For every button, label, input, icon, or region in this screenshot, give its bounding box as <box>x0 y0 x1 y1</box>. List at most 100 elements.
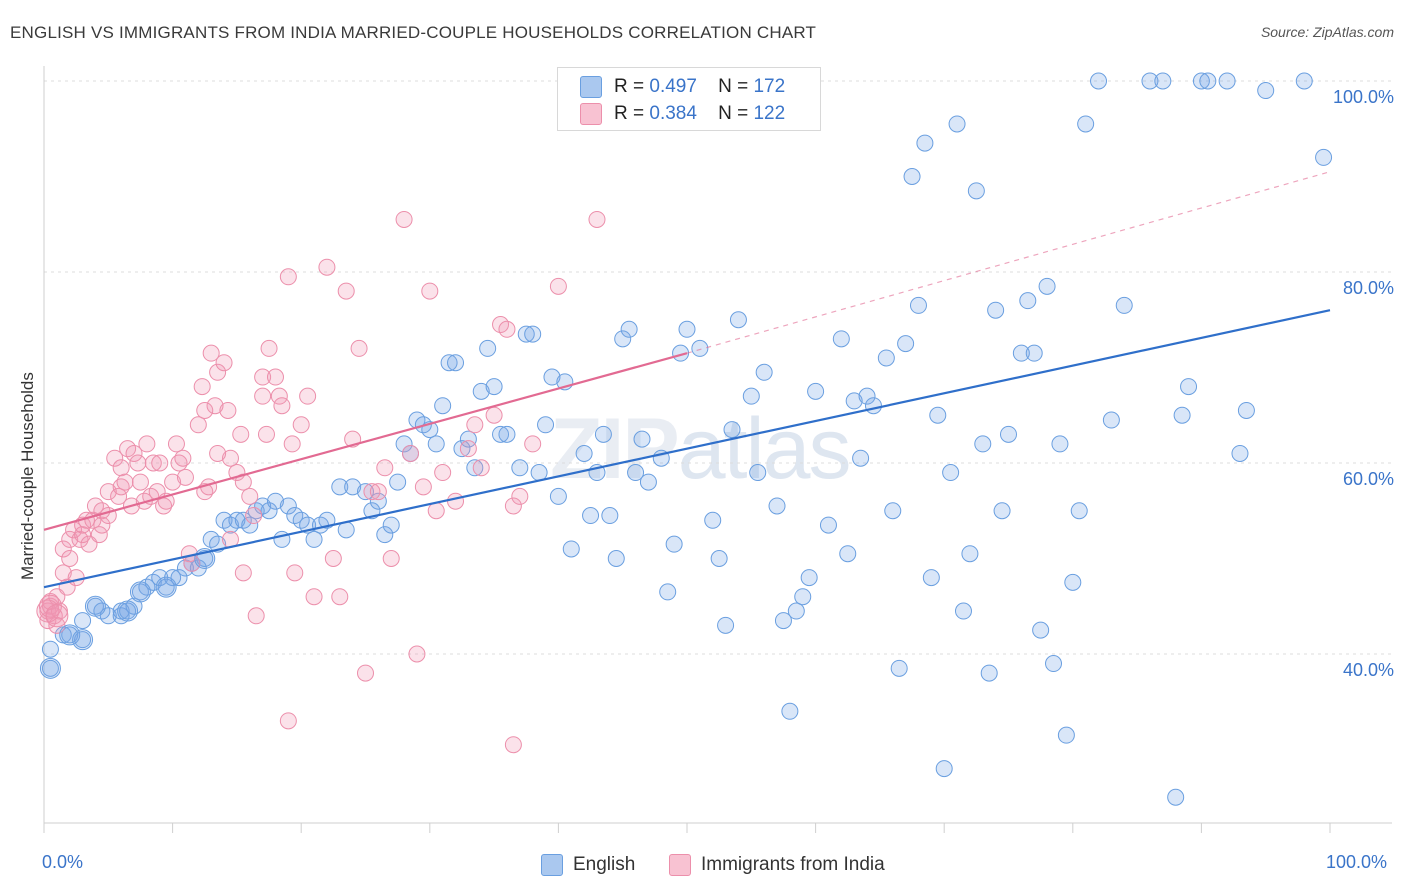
y-tick-60: 60.0% <box>1342 469 1394 489</box>
english-point <box>877 349 895 367</box>
india-point <box>504 497 522 515</box>
india-trendline-extension <box>686 171 1331 354</box>
english-point <box>614 330 632 348</box>
india-point <box>292 416 310 434</box>
english-point <box>1218 72 1236 90</box>
india-point <box>234 564 252 582</box>
india-point <box>324 550 342 567</box>
english-point <box>678 320 696 338</box>
india-point <box>498 320 516 338</box>
english-point <box>129 581 151 603</box>
english-point <box>897 335 915 353</box>
india-point <box>174 449 192 467</box>
india-point <box>219 401 237 419</box>
source-label[interactable]: Source: ZipAtlas.com <box>1260 24 1394 40</box>
english-point <box>954 602 972 620</box>
n-value: 172 <box>753 76 786 97</box>
india-point <box>71 530 89 548</box>
english-point <box>852 449 870 467</box>
english-point <box>1141 72 1159 90</box>
english-point <box>39 657 61 679</box>
english-point <box>369 492 387 510</box>
english-point <box>41 640 59 658</box>
english-point <box>1000 425 1017 443</box>
english-point <box>1167 788 1185 806</box>
india-point <box>232 425 250 443</box>
india-point <box>74 526 92 544</box>
india-point <box>125 444 143 462</box>
english-point <box>974 435 992 453</box>
india-point <box>466 416 484 434</box>
english-point <box>627 464 645 482</box>
india-point <box>273 397 291 415</box>
india-point <box>286 564 304 582</box>
india-point <box>151 454 169 472</box>
india-point <box>472 459 490 477</box>
english-point <box>157 578 175 596</box>
english-point <box>61 626 79 644</box>
watermark-bold: ZIP <box>550 401 680 497</box>
english-point <box>447 354 465 372</box>
english-point <box>607 550 625 567</box>
india-point <box>447 492 465 510</box>
english-point <box>357 483 374 501</box>
india-point <box>45 604 69 628</box>
legend-row-english: R = 0.497 N = 172 <box>580 74 785 100</box>
english-point <box>472 382 490 400</box>
india-point <box>305 588 323 606</box>
english-point <box>74 631 92 649</box>
india-point <box>331 588 349 606</box>
english-point <box>710 550 728 567</box>
india-point <box>504 736 522 754</box>
english-point <box>1192 72 1210 90</box>
n-label: N = <box>718 103 749 124</box>
r-value: 0.384 <box>649 103 697 124</box>
english-point <box>729 311 747 329</box>
english-point <box>485 378 503 396</box>
english-point <box>1154 72 1172 90</box>
english-point <box>845 392 863 410</box>
english-point <box>832 330 850 348</box>
english-point <box>59 624 81 646</box>
english-point <box>260 502 278 520</box>
india-trendline <box>43 352 688 531</box>
english-point <box>1180 378 1198 396</box>
india-point <box>110 487 128 505</box>
english-point <box>717 616 735 634</box>
english-point <box>1045 655 1063 673</box>
watermark-thin: atlas <box>677 401 852 497</box>
english-trendline <box>43 309 1331 589</box>
english-point <box>72 629 94 651</box>
english-point <box>575 444 593 462</box>
english-point <box>511 459 529 477</box>
legend-item-india[interactable]: Immigrants from India <box>669 851 885 879</box>
india-point <box>144 454 162 472</box>
english-point <box>1295 72 1313 90</box>
english-point <box>1257 82 1275 100</box>
english-point <box>1199 72 1217 90</box>
english-point <box>582 507 600 525</box>
english-point <box>839 545 857 563</box>
english-point <box>524 325 542 343</box>
english-point <box>909 296 927 314</box>
english-point <box>1102 411 1120 429</box>
english-point <box>344 478 362 496</box>
english-point <box>530 464 548 482</box>
india-point <box>54 540 72 558</box>
india-point <box>414 478 432 496</box>
legend-item-english[interactable]: English <box>541 851 635 879</box>
english-point <box>305 530 323 548</box>
english-point <box>1231 444 1249 462</box>
india-point <box>260 339 278 357</box>
india-point <box>245 507 263 525</box>
india-point <box>363 483 381 501</box>
india-point <box>93 516 111 534</box>
english-point <box>781 702 799 720</box>
india-point <box>376 459 394 477</box>
english-point <box>1051 435 1069 453</box>
english-point <box>537 416 555 434</box>
english-point <box>704 511 722 529</box>
english-point <box>376 526 394 544</box>
english-point <box>774 612 792 630</box>
